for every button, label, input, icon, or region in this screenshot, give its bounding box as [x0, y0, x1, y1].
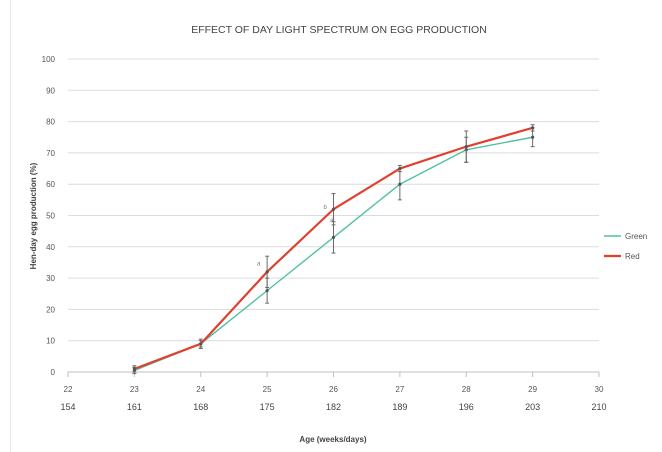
y-tick-label-20: 20 [46, 305, 55, 314]
data-point-green [331, 235, 336, 240]
y-tick-label-80: 80 [46, 118, 55, 127]
data-point-red [331, 207, 336, 211]
y-tick-label-90: 90 [46, 86, 55, 95]
y-tick-label-100: 100 [42, 55, 56, 64]
x-tick-label-week-23: 23 [130, 385, 139, 394]
annotation-2: a [330, 218, 334, 224]
series-red [132, 124, 535, 373]
data-point-red [531, 126, 535, 130]
y-tick-label-30: 30 [46, 274, 55, 283]
y-tick-label-70: 70 [46, 149, 55, 158]
x-tick-label-week-30: 30 [595, 385, 604, 394]
data-point-red [464, 145, 468, 149]
annotation-0: a [257, 262, 261, 268]
y-tick-label-50: 50 [46, 212, 55, 221]
chart-title: EFFECT OF DAY LIGHT SPECTRUM ON EGG PROD… [191, 24, 487, 36]
x-tick-label-week-22: 22 [64, 385, 73, 394]
x-tick-label-day-161: 161 [127, 402, 142, 412]
x-tick-label-day-196: 196 [459, 402, 474, 412]
data-point-red [265, 270, 269, 274]
annotation-1: b [324, 205, 328, 211]
axes: 0 10 20 30 40 50 60 70 80 90 100 22 154 23 161 24 168 25 1… [42, 55, 607, 412]
series [132, 124, 535, 375]
data-point-red [132, 367, 136, 371]
x-tick-label-week-28: 28 [462, 385, 471, 394]
y-axis-label: Hen-day egg production (%) [29, 162, 38, 269]
x-tick-label-day-203: 203 [525, 402, 540, 412]
x-tick-label-day-168: 168 [193, 402, 208, 412]
y-tick-label-40: 40 [46, 243, 55, 252]
series-green [132, 127, 535, 375]
data-point-red [199, 342, 203, 346]
legend: Green Red [604, 232, 647, 261]
legend-label-green: Green [625, 232, 647, 241]
x-tick-label-day-210: 210 [591, 402, 606, 412]
x-tick-label-week-24: 24 [196, 385, 205, 394]
data-point-green [265, 289, 269, 293]
x-tick-label-day-175: 175 [260, 402, 275, 412]
y-tick-label-0: 0 [51, 368, 56, 377]
x-tick-label-day-182: 182 [326, 402, 341, 412]
legend-label-red: Red [625, 252, 640, 261]
x-tick-label-week-27: 27 [395, 385, 404, 394]
left-border-line [10, 0, 11, 452]
data-point-green [398, 182, 402, 186]
series-line-green [134, 136, 533, 372]
x-axis-label: Age (weeks/days) [299, 435, 366, 444]
x-tick-label-week-25: 25 [263, 385, 272, 394]
x-tick-label-week-29: 29 [528, 385, 537, 394]
data-point-red [398, 166, 402, 171]
x-tick-label-day-154: 154 [60, 402, 75, 412]
x-tick-label-week-26: 26 [329, 385, 338, 394]
y-tick-label-10: 10 [46, 337, 55, 346]
annotations: a b a [257, 205, 334, 267]
x-tick-label-day-189: 189 [392, 402, 407, 412]
y-tick-label-60: 60 [46, 180, 55, 189]
data-point-green [531, 135, 535, 139]
